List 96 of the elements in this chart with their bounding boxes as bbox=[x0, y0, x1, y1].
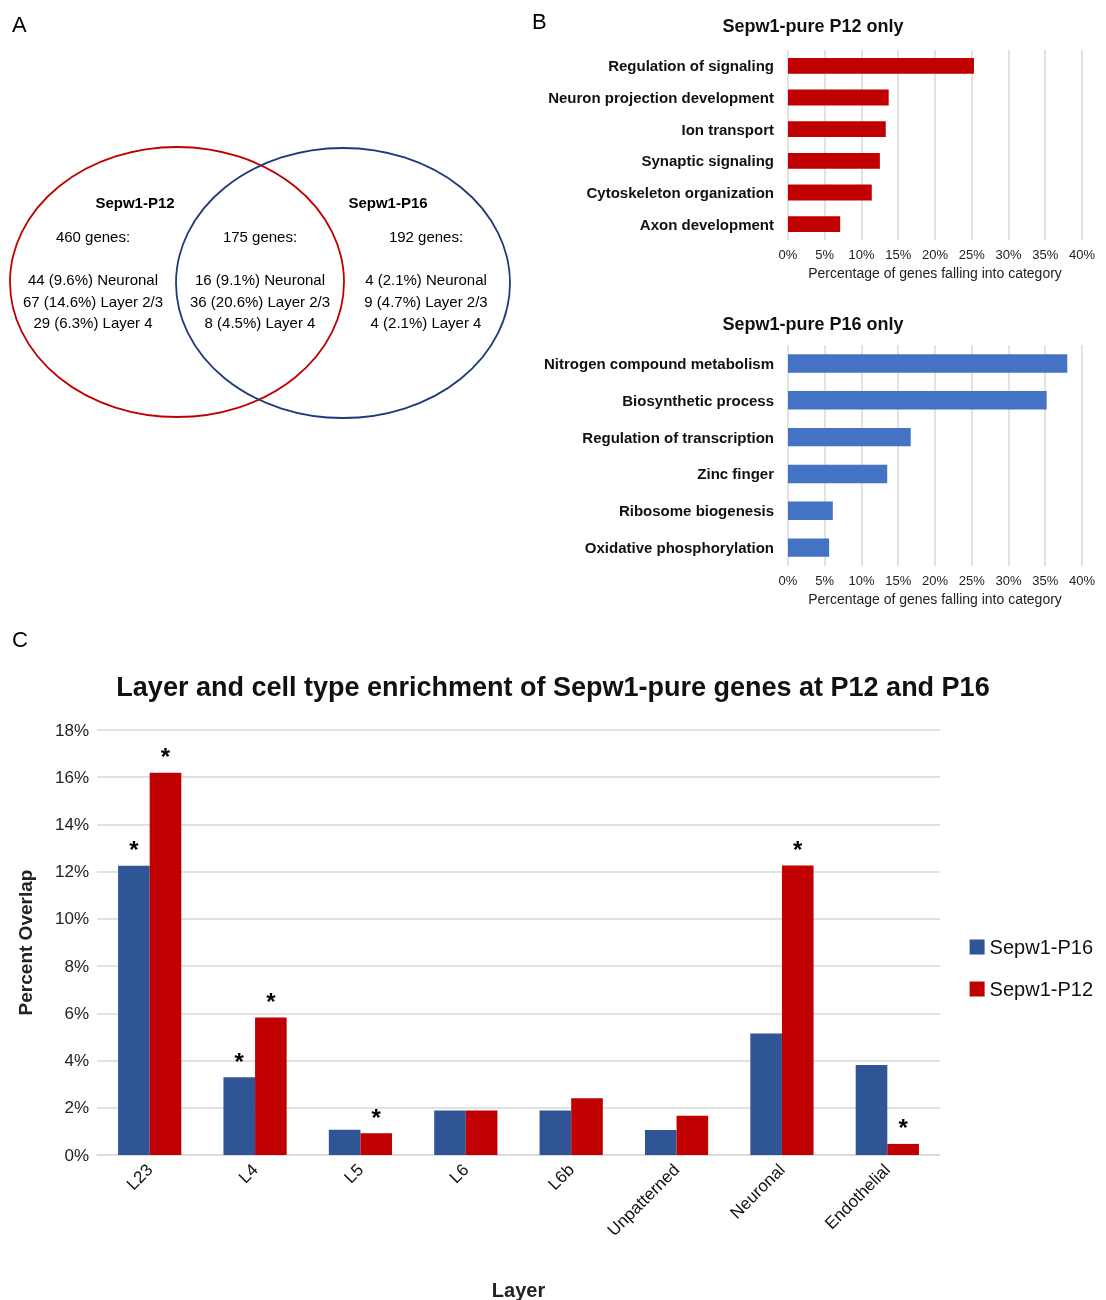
y-tick-label: Cytoskeleton organization bbox=[586, 184, 774, 201]
y-tick-label: 2% bbox=[64, 1098, 89, 1118]
y-tick-label: 14% bbox=[54, 814, 89, 834]
y-tick-label: 6% bbox=[64, 1003, 89, 1023]
bar bbox=[788, 464, 888, 484]
legend-label: Sepw1-P16 bbox=[989, 936, 1094, 958]
x-tick-label: 25% bbox=[958, 247, 986, 262]
x-tick-label: 20% bbox=[921, 247, 949, 262]
x-tick-label: 5% bbox=[815, 247, 835, 262]
text: 175 genes: 16 (9.1%) Neuronal 36 (20.6%) Layer 2/3 8 (4.5%) Layer 4 bbox=[189, 228, 331, 331]
y-tick-label: Biosynthetic process bbox=[622, 391, 774, 409]
bar bbox=[360, 1133, 393, 1155]
x-tick-label: 5% bbox=[815, 573, 835, 588]
x-tick-label: 40% bbox=[1068, 573, 1096, 588]
x-tick-label: 35% bbox=[1032, 573, 1059, 588]
annotation: * bbox=[234, 1047, 245, 1075]
chart-title: Sepw1-pure P16 only bbox=[722, 314, 904, 334]
chart-title: Sepw1-pure P12 only bbox=[722, 16, 904, 36]
bar bbox=[788, 57, 974, 74]
y-tick-label: Regulation of signaling bbox=[608, 57, 774, 75]
bar bbox=[788, 152, 880, 169]
bar bbox=[788, 89, 889, 106]
bar bbox=[676, 1115, 709, 1155]
text: 460 genes: 44 (9.6%) Neuronal 67 (14.6%) Layer 2/3 29 (6.3%) Layer 4 bbox=[22, 228, 164, 331]
y-axis-title: Percent Overlap bbox=[15, 869, 36, 1016]
chart-title: Layer and cell type enrichment of Sepw1-pure genes at P12 and P16 bbox=[116, 671, 990, 702]
x-tick-label: 15% bbox=[885, 247, 912, 262]
y-tick-label: Synaptic signaling bbox=[641, 152, 774, 170]
bar bbox=[434, 1110, 466, 1155]
bar bbox=[788, 391, 1047, 410]
y-tick-label: Axon development bbox=[639, 215, 774, 233]
x-tick-label: L6b bbox=[544, 1160, 578, 1194]
y-tick-label: 0% bbox=[64, 1145, 89, 1165]
bar bbox=[465, 1110, 498, 1155]
x-tick-label: 10% bbox=[848, 247, 875, 262]
x-axis-title: Percentage of genes falling into category bbox=[808, 265, 1062, 281]
y-tick-label: Ribosome biogenesis bbox=[618, 502, 774, 520]
bar bbox=[781, 865, 814, 1155]
bar bbox=[255, 1017, 287, 1155]
x-tick-label: 35% bbox=[1032, 247, 1059, 262]
x-tick-label: 15% bbox=[885, 573, 912, 588]
text: A bbox=[12, 12, 27, 37]
y-tick-label: Nitrogen compound metabolism bbox=[543, 354, 774, 372]
bar bbox=[788, 184, 872, 201]
annotation: * bbox=[898, 1114, 909, 1142]
x-tick-label: 25% bbox=[958, 573, 986, 588]
x-axis-title: Percentage of genes falling into category bbox=[808, 591, 1062, 607]
x-tick-label: 0% bbox=[778, 573, 798, 588]
x-tick-label: L6 bbox=[445, 1160, 473, 1188]
bar bbox=[539, 1110, 572, 1155]
text: B bbox=[532, 8, 547, 34]
bar bbox=[887, 1143, 919, 1155]
text: Sepw1-P16 bbox=[348, 194, 428, 211]
annotation: * bbox=[793, 836, 804, 864]
y-tick-label: Zinc finger bbox=[697, 465, 775, 483]
y-tick-label: 8% bbox=[64, 956, 89, 976]
y-tick-label: Ion transport bbox=[681, 120, 774, 138]
bar bbox=[855, 1065, 888, 1155]
x-tick-label: L4 bbox=[234, 1160, 262, 1188]
x-tick-label: L5 bbox=[340, 1160, 368, 1188]
text: C bbox=[12, 626, 28, 652]
annotation: * bbox=[129, 836, 140, 864]
bar bbox=[149, 772, 182, 1155]
y-tick-label: 10% bbox=[54, 909, 89, 929]
bar bbox=[788, 538, 830, 557]
annotation: * bbox=[266, 988, 277, 1016]
bar bbox=[788, 354, 1068, 373]
y-tick-label: 4% bbox=[64, 1051, 89, 1071]
x-tick-label: 10% bbox=[848, 573, 875, 588]
bar bbox=[788, 427, 911, 447]
x-tick-label: 30% bbox=[995, 573, 1022, 588]
bar bbox=[328, 1129, 361, 1155]
x-tick-label: 20% bbox=[921, 573, 949, 588]
x-tick-label: 40% bbox=[1068, 247, 1096, 262]
x-tick-label: 30% bbox=[995, 247, 1022, 262]
bar bbox=[788, 121, 886, 138]
y-tick-label: 16% bbox=[54, 767, 89, 787]
text: 192 genes: 4 (2.1%) Neuronal 9 (4.7%) Layer 2/3 4 (2.1%) Layer 4 bbox=[364, 228, 488, 331]
y-tick-label: 18% bbox=[54, 720, 89, 740]
y-tick-label: 12% bbox=[54, 862, 89, 882]
x-tick-label: L23 bbox=[122, 1160, 157, 1194]
y-tick-label: Oxidative phosphorylation bbox=[584, 539, 774, 557]
x-tick-label: 0% bbox=[778, 247, 798, 262]
bar bbox=[644, 1129, 677, 1155]
bar bbox=[788, 501, 833, 520]
bar bbox=[788, 216, 841, 233]
annotation: * bbox=[371, 1103, 382, 1131]
y-tick-label: Neuron projection development bbox=[548, 89, 774, 106]
bar bbox=[223, 1077, 256, 1155]
bar bbox=[750, 1033, 782, 1155]
legend-label: Sepw1-P12 bbox=[989, 978, 1094, 1000]
bar bbox=[571, 1098, 603, 1155]
y-tick-label: Regulation of transcription bbox=[582, 428, 774, 446]
bar bbox=[118, 865, 150, 1155]
annotation: * bbox=[160, 743, 171, 771]
text: Sepw1-P12 bbox=[95, 194, 175, 211]
